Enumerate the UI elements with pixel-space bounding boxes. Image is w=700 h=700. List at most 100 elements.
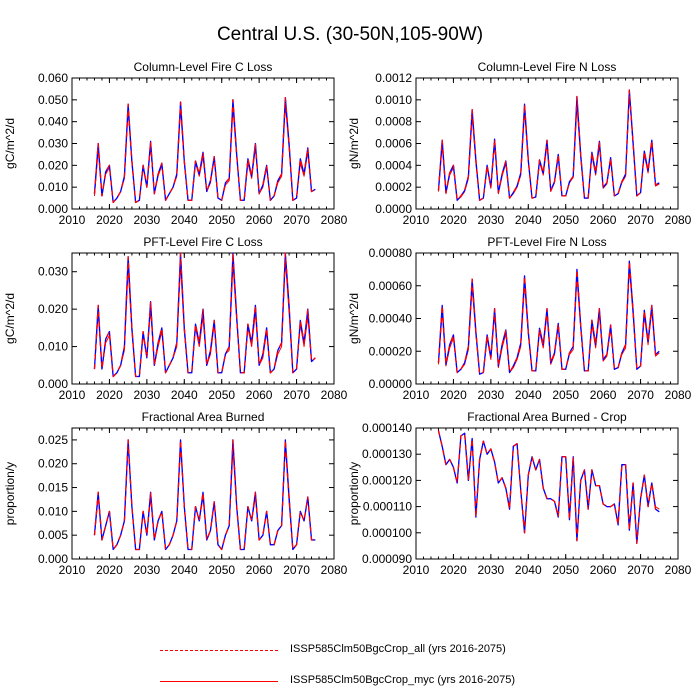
x-tick-label: 2080 — [321, 563, 348, 577]
x-tick-label: 2070 — [283, 388, 310, 402]
series-line-all-dash — [93, 252, 316, 378]
series-line-all-dash — [93, 439, 316, 551]
panel-title: PFT-Level Fire C Loss — [143, 235, 262, 249]
y-tick-label: 0.010 — [38, 180, 68, 194]
plot-frame — [415, 427, 679, 560]
y-tick-label: 0.030 — [38, 265, 68, 279]
y-tick-label: 0.000130 — [362, 447, 412, 461]
y-axis-label: gC/m^2/d — [3, 118, 17, 169]
x-tick-label: 2020 — [440, 213, 467, 227]
y-tick-label: 0.000140 — [362, 421, 412, 435]
y-tick-label: 0.0004 — [375, 158, 412, 172]
y-tick-label: 0.025 — [38, 433, 68, 447]
y-tick-label: 0.0000 — [375, 202, 412, 216]
x-tick-label: 2050 — [208, 213, 235, 227]
x-tick-label: 2080 — [321, 388, 348, 402]
y-tick-label: 0.050 — [38, 93, 68, 107]
y-axis-label: proportion/y — [3, 462, 17, 525]
legend-swatch-solid — [160, 681, 278, 682]
x-tick-label: 2040 — [171, 388, 198, 402]
x-tick-label: 2050 — [552, 563, 579, 577]
y-tick-label: 0.0010 — [375, 93, 412, 107]
panel-title: Fractional Area Burned — [142, 410, 265, 424]
y-tick-label: 0.010 — [38, 340, 68, 354]
legend-label-all: ISSP585Clm50BgcCrop_all (yrs 2016-2075) — [290, 643, 506, 655]
y-tick-label: 0.015 — [38, 481, 68, 495]
y-tick-label: 0.000110 — [363, 500, 412, 514]
series-line-all — [437, 430, 660, 544]
series-line-all-dash — [437, 430, 660, 544]
plot-frame — [71, 252, 335, 385]
y-tick-label: 0.030 — [38, 137, 68, 151]
x-tick-label: 2040 — [515, 563, 542, 577]
y-tick-label: 0.0012 — [375, 71, 412, 85]
series-line-all-dash — [93, 97, 316, 204]
x-tick-label: 2030 — [134, 563, 161, 577]
chart-panel-1: Column-Level Fire N Loss gN/m^2/d 2010 2020… — [347, 60, 692, 227]
x-tick-label: 2080 — [665, 388, 692, 402]
y-tick-label: 0.000 — [38, 202, 68, 216]
x-tick-label: 2020 — [440, 563, 467, 577]
x-tick-label: 2070 — [283, 213, 310, 227]
y-axis-label: proportion/y — [347, 462, 361, 525]
series-line-all-dash — [437, 260, 660, 375]
x-tick-label: 2010 — [403, 563, 430, 577]
chart-panel-4: Fractional Area Burned proportion/y 2010 20… — [3, 410, 348, 577]
x-tick-label: 2070 — [627, 563, 654, 577]
y-tick-label: 0.000120 — [362, 473, 412, 487]
y-tick-label: 0.0008 — [375, 115, 412, 129]
x-tick-label: 2030 — [478, 213, 505, 227]
y-tick-label: 0.00020 — [369, 344, 413, 358]
x-tick-label: 2010 — [403, 388, 430, 402]
x-tick-label: 2030 — [478, 388, 505, 402]
x-tick-label: 2040 — [171, 213, 198, 227]
y-tick-label: 0.00080 — [369, 246, 413, 260]
panel-title: PFT-Level Fire N Loss — [487, 235, 606, 249]
y-tick-label: 0.020 — [38, 302, 68, 316]
x-tick-label: 2080 — [665, 213, 692, 227]
chart-panel-0: Column-Level Fire C Loss gC/m^2/d 2010 2020… — [3, 60, 348, 227]
y-axis-label: gN/m^2/d — [347, 118, 361, 169]
chart-panel-3: PFT-Level Fire N Loss gN/m^2/d 2010 2020 203… — [347, 235, 692, 402]
y-tick-label: 0.005 — [38, 528, 68, 542]
x-tick-label: 2080 — [665, 563, 692, 577]
panel-title: Column-Level Fire C Loss — [134, 60, 273, 74]
x-tick-label: 2070 — [283, 563, 310, 577]
y-tick-label: 0.0002 — [375, 180, 412, 194]
x-tick-label: 2080 — [321, 213, 348, 227]
y-tick-label: 0.00000 — [369, 377, 413, 391]
y-tick-label: 0.000090 — [362, 552, 412, 566]
x-tick-label: 2050 — [208, 563, 235, 577]
x-tick-label: 2050 — [552, 388, 579, 402]
x-tick-label: 2040 — [515, 213, 542, 227]
x-tick-label: 2010 — [59, 213, 86, 227]
series-line-all — [437, 89, 660, 201]
y-tick-label: 0.0006 — [375, 137, 412, 151]
x-tick-label: 2060 — [246, 563, 273, 577]
x-tick-label: 2020 — [96, 563, 123, 577]
legend-label-myc: ISSP585Clm50BgcCrop_myc (yrs 2016-2075) — [290, 674, 515, 686]
x-tick-label: 2050 — [552, 213, 579, 227]
y-tick-label: 0.000 — [38, 377, 68, 391]
y-tick-label: 0.020 — [38, 457, 68, 471]
x-tick-label: 2020 — [440, 388, 467, 402]
x-tick-label: 2060 — [590, 563, 617, 577]
legend-swatch-dashed — [160, 650, 278, 651]
x-tick-label: 2020 — [96, 388, 123, 402]
y-axis-label: gC/m^2/d — [3, 293, 17, 344]
plot-frame — [71, 427, 335, 560]
x-tick-label: 2010 — [403, 213, 430, 227]
series-line-all-dash — [437, 89, 660, 201]
x-tick-label: 2030 — [134, 388, 161, 402]
y-tick-label: 0.040 — [38, 115, 68, 129]
x-tick-label: 2010 — [59, 388, 86, 402]
x-tick-label: 2030 — [478, 563, 505, 577]
y-tick-label: 0.000 — [38, 552, 68, 566]
x-tick-label: 2040 — [515, 388, 542, 402]
x-tick-label: 2060 — [590, 213, 617, 227]
x-tick-label: 2060 — [590, 388, 617, 402]
panel-title: Fractional Area Burned - Crop — [467, 410, 627, 424]
y-tick-label: 0.000100 — [362, 526, 412, 540]
y-tick-label: 0.060 — [38, 71, 68, 85]
series-line-all — [437, 260, 660, 375]
